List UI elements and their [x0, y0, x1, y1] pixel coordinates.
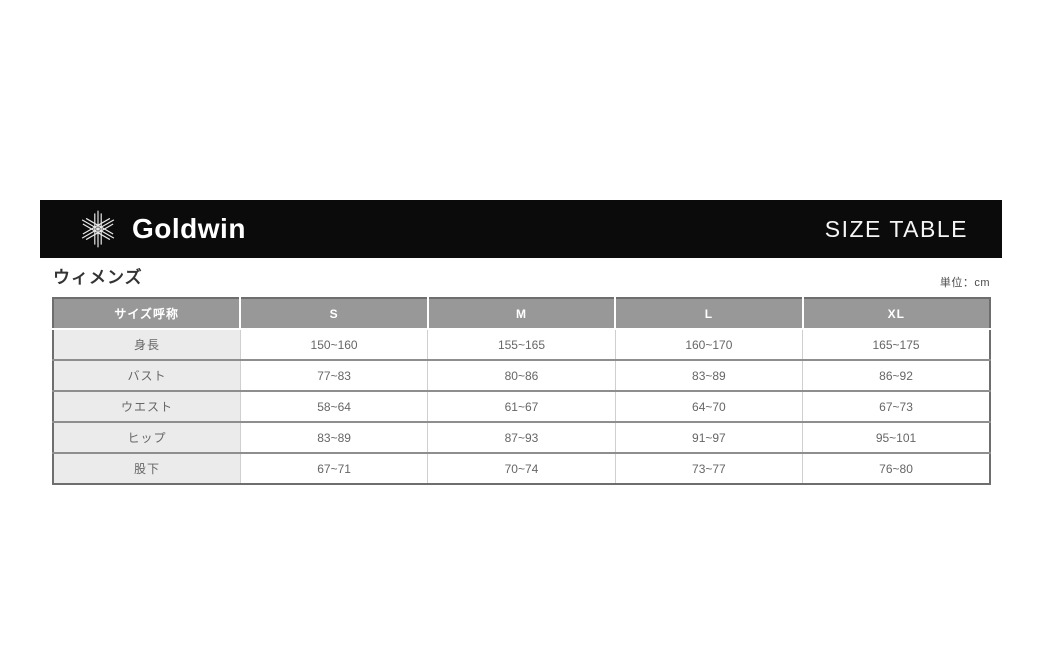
brand-header-bar: Goldwin SIZE TABLE: [40, 200, 1002, 258]
size-value: 160~170: [614, 328, 803, 360]
size-value: 155~165: [427, 328, 616, 360]
size-value: 73~77: [614, 452, 803, 484]
size-table-title: SIZE TABLE: [824, 215, 968, 242]
size-table-header: サイズ呼称 S M L XL: [53, 298, 990, 330]
size-value: 70~74: [427, 452, 616, 484]
section-heading-womens: ウィメンズ: [53, 268, 143, 287]
table-row-hip: ヒップ 83~89 87~93 91~97 95~101: [53, 421, 990, 453]
row-label: ウエスト: [53, 390, 241, 422]
size-value: 80~86: [427, 359, 616, 391]
brand-logo-group: Goldwin: [76, 205, 246, 253]
column-header-m: M: [426, 298, 616, 330]
size-value: 67~73: [802, 390, 990, 422]
size-value: 83~89: [614, 359, 803, 391]
size-value: 67~71: [239, 452, 428, 484]
column-header-l: L: [614, 298, 803, 330]
size-value: 87~93: [427, 421, 616, 453]
size-value: 86~92: [802, 359, 990, 391]
size-value: 77~83: [239, 359, 428, 391]
table-row-height: 身長 150~160 155~165 160~170 165~175: [53, 328, 990, 360]
row-label: バスト: [53, 359, 241, 391]
size-value: 150~160: [239, 328, 428, 360]
column-header-xl: XL: [801, 298, 990, 330]
row-label: ヒップ: [53, 421, 241, 453]
size-table: サイズ呼称 S M L XL 身長 150~160 155~165 160~17…: [52, 297, 991, 485]
column-header-size-name: サイズ呼称: [53, 298, 241, 330]
table-row-inseam: 股下 67~71 70~74 73~77 76~80: [53, 452, 990, 484]
unit-note: 単位：cm: [939, 277, 990, 289]
table-row-waist: ウエスト 58~64 61~67 64~70 67~73: [53, 390, 990, 422]
size-value: 165~175: [802, 328, 990, 360]
size-value: 91~97: [614, 421, 803, 453]
column-header-s: S: [239, 298, 428, 330]
size-value: 61~67: [427, 390, 616, 422]
size-table-body: 身長 150~160 155~165 160~170 165~175 バスト 7…: [53, 328, 990, 484]
goldwin-snowflake-icon: [81, 210, 115, 248]
header-row: サイズ呼称 S M L XL: [53, 298, 990, 330]
brand-name: Goldwin: [132, 213, 246, 244]
size-value: 64~70: [614, 390, 803, 422]
size-value: 95~101: [802, 421, 990, 453]
size-value: 76~80: [802, 452, 990, 484]
table-row-bust: バスト 77~83 80~86 83~89 86~92: [53, 359, 990, 391]
row-label: 股下: [53, 452, 241, 484]
row-label: 身長: [53, 328, 241, 360]
size-value: 83~89: [239, 421, 428, 453]
size-value: 58~64: [239, 390, 428, 422]
